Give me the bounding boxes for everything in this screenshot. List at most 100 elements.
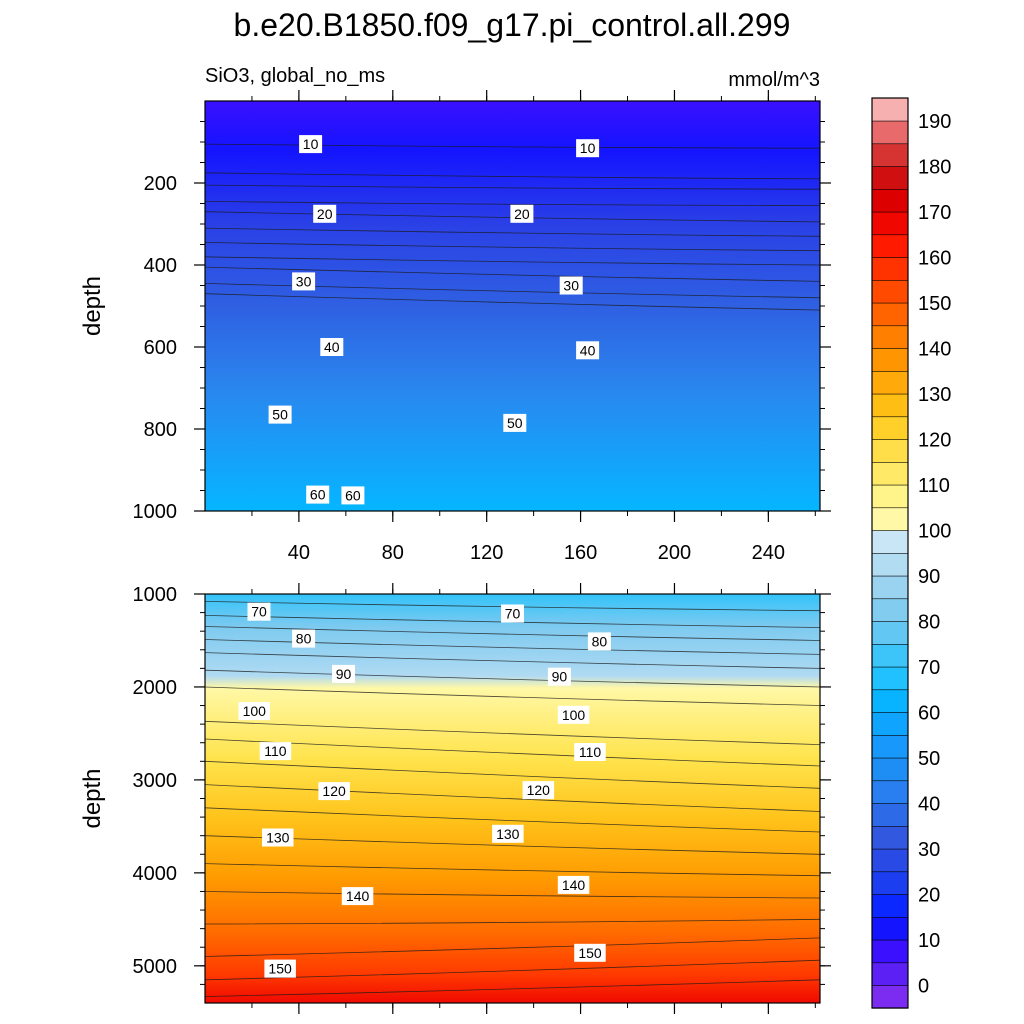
contour-line: [204, 266, 821, 282]
y-tick-label: 1000: [133, 584, 178, 606]
contour-label-box: [332, 664, 355, 683]
colorbar-swatch: [871, 97, 909, 122]
colorbar-label: 50: [918, 748, 940, 770]
colorbar-swatch: [871, 120, 909, 145]
contour-line: [204, 720, 821, 745]
colorbar-swatch: [871, 598, 909, 622]
contour-label-box: [574, 743, 606, 761]
contour-label-box: [522, 781, 555, 800]
colorbar-swatch: [871, 643, 909, 668]
colorbar-swatch: [871, 165, 909, 190]
colorbar-swatch: [871, 666, 909, 691]
contour-line: [204, 937, 821, 957]
y-tick-label: 1000: [133, 501, 178, 523]
colorbar-swatch: [871, 302, 909, 327]
contour-label: 90: [336, 666, 352, 682]
colorbar-swatch: [871, 620, 909, 645]
contour-label: 50: [507, 415, 523, 431]
contour-label-box: [492, 824, 524, 843]
colorbar-swatch: [871, 893, 909, 918]
x-tick-label: 40: [288, 542, 310, 564]
contour-line: [204, 293, 821, 311]
contour-label-box: [557, 705, 590, 724]
colorbar-swatch: [871, 575, 909, 600]
colorbar-label: 60: [918, 702, 940, 724]
colorbar-label: 40: [918, 793, 940, 815]
contour-label-box: [247, 602, 271, 621]
contour-label-box: [574, 943, 606, 962]
contour-label-box: [262, 828, 294, 847]
x-tick-label: 160: [564, 542, 597, 564]
contour-label: 40: [324, 339, 340, 355]
colorbar-swatch: [871, 370, 909, 395]
contour-label: 140: [562, 877, 586, 893]
y-tick-label: 400: [144, 255, 177, 277]
contour-label-box: [576, 139, 600, 158]
contour-label-box: [320, 338, 344, 356]
y-tick-label: 2000: [133, 677, 178, 699]
contour-line: [204, 669, 821, 688]
contour-line: [204, 807, 821, 833]
contour-label: 70: [505, 606, 521, 622]
contour-label: 90: [552, 669, 568, 685]
contour-line: [204, 760, 821, 789]
colorbar-label: 0: [918, 975, 929, 997]
contour-label: 140: [346, 888, 370, 904]
colorbar-label: 140: [918, 338, 951, 360]
colorbar-swatch: [871, 143, 909, 167]
contour-label-box: [259, 742, 292, 761]
colorbar-label: 110: [918, 475, 950, 497]
contour-label: 130: [266, 830, 290, 846]
colorbar-swatch: [871, 757, 909, 782]
x-tick-label: 240: [752, 542, 785, 564]
contour-label: 70: [251, 604, 267, 620]
colorbar-swatch: [871, 848, 909, 873]
colorbar-label: 180: [918, 156, 951, 178]
y-axis-label: depth: [79, 276, 106, 336]
colorbar-swatch: [871, 438, 909, 463]
colorbar-label: 20: [918, 884, 940, 906]
plot-fill: [205, 101, 820, 511]
contour-label-box: [547, 667, 571, 686]
colorbar-swatch: [871, 734, 909, 759]
contour-label: 50: [272, 407, 288, 423]
contour-label-box: [292, 272, 316, 291]
colorbar-label: 150: [918, 293, 951, 315]
contour-label-box: [292, 629, 316, 648]
colorbar-swatch: [871, 871, 909, 895]
y-tick-label: 200: [144, 173, 177, 195]
contour-line: [204, 201, 821, 206]
x-tick-label: 80: [382, 542, 404, 564]
chart-subtitle-left: SiO3, global_no_ms: [205, 65, 385, 87]
colorbar-swatch: [871, 552, 909, 577]
contour-label: 10: [580, 140, 596, 156]
colorbar-swatch: [871, 325, 909, 349]
contour-line: [204, 979, 821, 997]
contour-label-box: [313, 204, 337, 223]
colorbar-swatch: [871, 256, 909, 281]
colorbar-swatch: [871, 916, 909, 941]
colorbar-swatch: [871, 825, 909, 850]
contour-label: 10: [303, 136, 319, 152]
contour-label: 100: [243, 703, 267, 719]
contour-line: [204, 784, 821, 812]
contour-label: 110: [264, 743, 287, 759]
chart-subtitle-right: mmol/m^3: [728, 69, 820, 91]
contour-label: 40: [580, 342, 596, 358]
contour-line: [204, 686, 821, 706]
y-tick-label: 3000: [133, 770, 178, 792]
contour-label: 20: [514, 206, 530, 222]
contour-label: 100: [562, 707, 586, 723]
contour-label: 150: [268, 961, 292, 977]
contour-label: 80: [296, 631, 312, 647]
colorbar-swatch: [871, 484, 909, 509]
contour-label: 120: [527, 782, 551, 798]
colorbar-swatch: [871, 234, 909, 258]
colorbar-label: 30: [918, 839, 940, 861]
colorbar-swatch: [871, 347, 909, 372]
contour-label: 80: [592, 633, 608, 649]
contour-label-box: [587, 632, 611, 651]
contour-label-box: [510, 204, 534, 223]
contour-label-box: [341, 887, 374, 906]
contour-line: [204, 143, 821, 149]
